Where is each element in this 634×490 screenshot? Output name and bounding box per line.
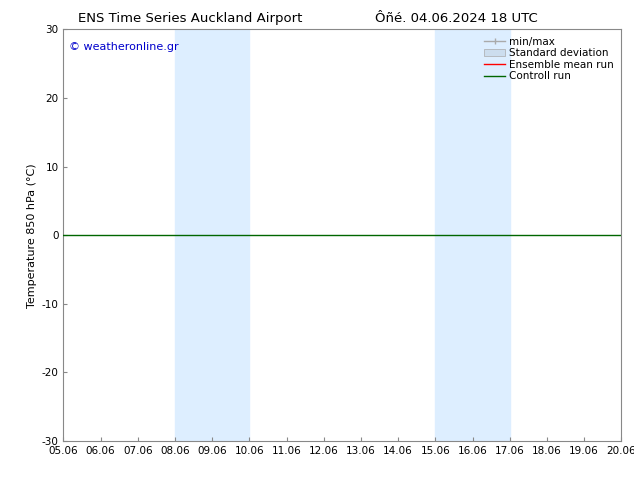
Y-axis label: Temperature 850 hPa (°C): Temperature 850 hPa (°C) bbox=[27, 163, 37, 308]
Legend: min/max, Standard deviation, Ensemble mean run, Controll run: min/max, Standard deviation, Ensemble me… bbox=[482, 35, 616, 83]
Text: © weatheronline.gr: © weatheronline.gr bbox=[69, 42, 179, 52]
Bar bbox=[175, 29, 249, 441]
Text: Ôñé. 04.06.2024 18 UTC: Ôñé. 04.06.2024 18 UTC bbox=[375, 12, 538, 25]
Bar bbox=[436, 29, 510, 441]
Text: ENS Time Series Auckland Airport: ENS Time Series Auckland Airport bbox=[78, 12, 302, 25]
